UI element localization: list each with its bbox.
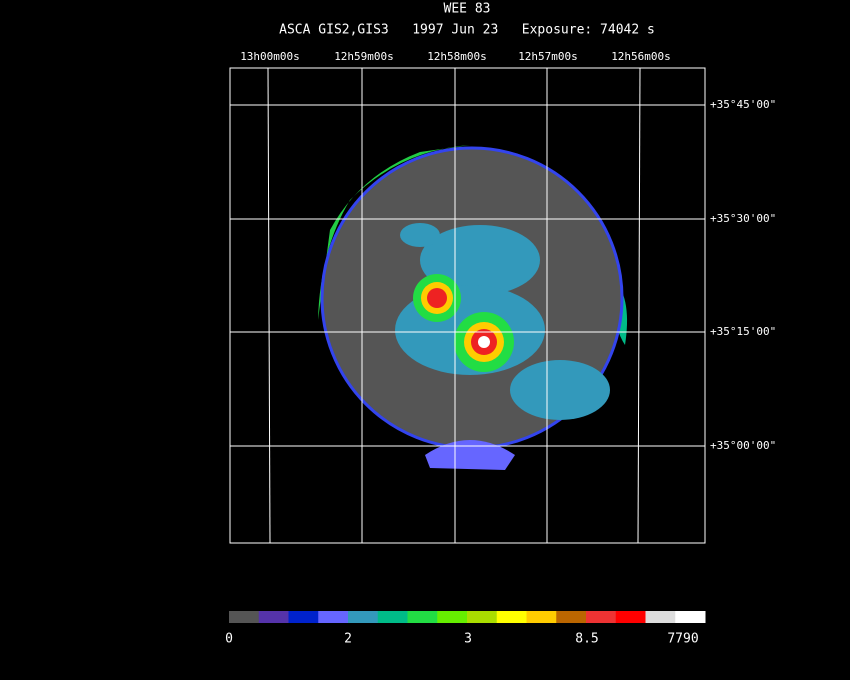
dec-label: +35°45'00" xyxy=(710,98,776,111)
ra-label: 12h56m00s xyxy=(611,50,671,63)
diffuse-emission xyxy=(400,223,440,247)
coordinate-grid xyxy=(229,67,706,544)
colorbar-swatch xyxy=(258,611,289,623)
subtitle: ASCA GIS2,GIS3 1997 Jun 23 Exposure: 740… xyxy=(279,23,655,38)
frame xyxy=(229,67,706,544)
colorbar-label: 8.5 xyxy=(575,632,598,647)
calibration-source xyxy=(425,440,515,470)
colorbar-label: 2 xyxy=(344,632,352,647)
dec-label: +35°00'00" xyxy=(710,439,776,452)
dec-label: +35°30'00" xyxy=(710,212,776,225)
diffuse-emission xyxy=(420,225,540,295)
colorbar-label: 3 xyxy=(464,632,472,647)
colorbar-swatch xyxy=(288,611,319,623)
grid-line xyxy=(637,67,641,544)
title: WEE 83 xyxy=(444,2,491,17)
colorbar-swatch xyxy=(377,611,408,623)
colorbar-swatch xyxy=(348,611,379,623)
colorbar-swatch xyxy=(526,611,557,623)
colorbar-label: 7790 xyxy=(667,632,698,647)
dec-label: +35°15'00" xyxy=(710,325,776,338)
ra-label: 12h58m00s xyxy=(427,50,487,63)
ra-label: 13h00m00s xyxy=(240,50,300,63)
grid-line xyxy=(267,67,271,544)
colorbar-swatch xyxy=(556,611,587,623)
ra-label: 12h59m00s xyxy=(334,50,394,63)
colorbar-label: 0 xyxy=(225,632,233,647)
colorbar-swatch xyxy=(437,611,468,623)
colorbar-swatch xyxy=(645,611,676,623)
colorbar-swatch xyxy=(615,611,646,623)
colorbar-swatch xyxy=(675,611,706,623)
ra-label: 12h57m00s xyxy=(518,50,578,63)
colorbar-swatch xyxy=(229,611,260,623)
colorbar-swatch xyxy=(318,611,349,623)
source-a-peak xyxy=(427,288,447,308)
colorbar-swatch xyxy=(407,611,438,623)
colorbar-swatch xyxy=(586,611,617,623)
colorbar xyxy=(229,611,706,623)
colorbar-swatch xyxy=(496,611,527,623)
colorbar-swatch xyxy=(467,611,498,623)
diffuse-emission xyxy=(510,360,610,420)
source-b-center xyxy=(478,336,490,348)
